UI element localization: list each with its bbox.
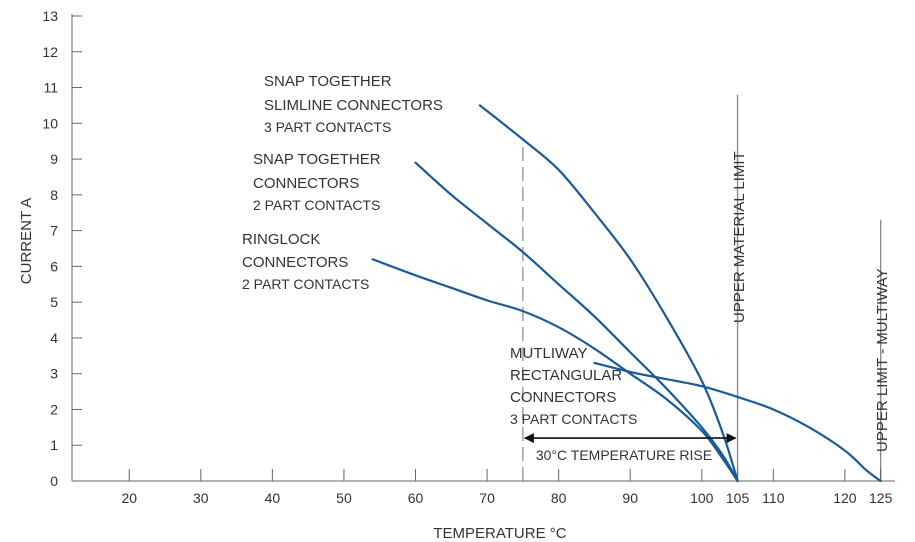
x-tick-label: 30 — [193, 490, 209, 506]
series-label-line: SNAP TOGETHER — [264, 73, 392, 90]
x-tick-label: 90 — [622, 490, 638, 506]
temperature-rise-label: 30°C TEMPERATURE RISE — [536, 447, 712, 463]
x-tick-label: 110 — [762, 490, 785, 506]
series-line — [593, 361, 882, 483]
x-tick-label: 80 — [551, 490, 567, 506]
y-tick-label: 13 — [42, 8, 58, 24]
y-tick-label: 0 — [50, 473, 58, 489]
series-label-line: CONNECTORS — [510, 389, 616, 406]
series-label-line: MUTLIWAY — [510, 345, 587, 362]
y-tick-label: 6 — [50, 258, 58, 274]
x-tick-label: 105 — [726, 490, 750, 506]
y-tick-label: 5 — [50, 294, 58, 310]
y-tick-label: 10 — [42, 115, 58, 131]
x-tick-label: 20 — [121, 490, 137, 506]
y-tick-label: 3 — [50, 366, 58, 382]
y-tick-label: 4 — [50, 330, 58, 346]
x-tick-label: 50 — [336, 490, 352, 506]
series-label-ringlock: RINGLOCK CONNECTORS 2 PART CONTACTS — [242, 231, 369, 292]
y-tick-label: 7 — [50, 223, 58, 239]
y-tick-label: 11 — [43, 80, 58, 96]
series-label-line: SNAP TOGETHER — [253, 151, 381, 168]
series-label-sub: 2 PART CONTACTS — [242, 276, 369, 292]
series-label-sub: 2 PART CONTACTS — [253, 197, 380, 213]
series-label-line: RINGLOCK — [242, 231, 320, 248]
reference-lines — [522, 94, 882, 481]
series-label-multiway: MUTLIWAY RECTANGULAR CONNECTORS 3 PART C… — [510, 345, 637, 427]
x-tick-label: 100 — [690, 490, 714, 506]
y-tick-label: 12 — [42, 44, 58, 60]
series-line — [414, 161, 739, 483]
x-axis-title: TEMPERATURE °C — [433, 525, 566, 542]
series-label-line: CONNECTORS — [253, 175, 359, 192]
x-tick-label: 120 — [833, 490, 857, 506]
upper-material-limit-label: UPPER MATERIAL LIMIT — [731, 151, 748, 323]
y-tick-label: 1 — [50, 437, 58, 453]
series-label-line: RECTANGULAR — [510, 367, 622, 384]
series-label-line: CONNECTORS — [242, 254, 348, 271]
y-tick-label: 9 — [50, 151, 58, 167]
series-line — [478, 104, 739, 483]
y-axis-title: CURRENT A — [18, 198, 35, 284]
series-label-sub: 3 PART CONTACTS — [510, 411, 637, 427]
series-label-snap: SNAP TOGETHER CONNECTORS 2 PART CONTACTS — [253, 151, 385, 213]
y-tick-label: 2 — [50, 401, 58, 417]
series-label-slimline: SNAP TOGETHER SLIMLINE CONNECTORS 3 PART… — [264, 73, 447, 135]
series-label-sub: 3 PART CONTACTS — [264, 119, 391, 135]
upper-limit-multiway-label: UPPER LIMIT - MULTIWAY — [874, 268, 891, 452]
y-tick-label: 8 — [50, 187, 58, 203]
x-tick-label: 125 — [869, 490, 893, 506]
x-tick-label: 70 — [479, 490, 495, 506]
x-tick-label: 40 — [265, 490, 281, 506]
x-tick-label: 60 — [408, 490, 424, 506]
series-label-line: SLIMLINE CONNECTORS — [264, 97, 443, 114]
